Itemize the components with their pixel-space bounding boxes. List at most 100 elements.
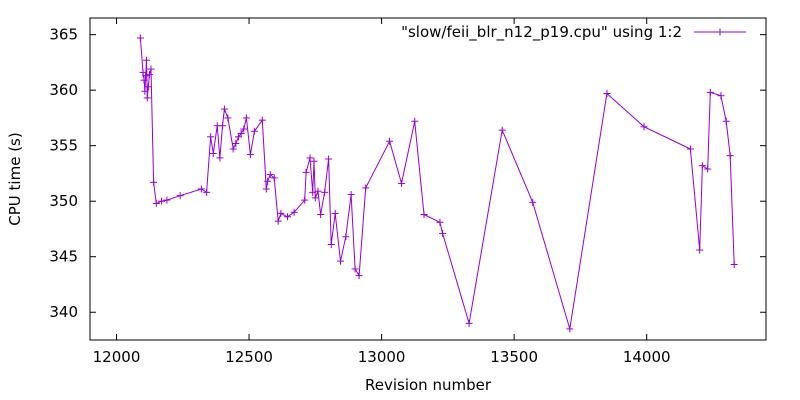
- data-point-marker: [327, 241, 335, 249]
- axis-ticks: [90, 18, 766, 340]
- data-point-marker: [176, 192, 184, 200]
- data-point-marker: [342, 233, 350, 241]
- data-point-marker: [240, 125, 248, 133]
- data-point-marker: [321, 188, 329, 196]
- data-point-marker: [603, 90, 611, 98]
- data-point-marker: [306, 154, 314, 162]
- data-point-marker: [150, 178, 158, 186]
- data-point-marker: [722, 117, 730, 125]
- data-point-marker: [207, 133, 215, 141]
- data-point-marker: [411, 117, 419, 125]
- data-point-marker: [290, 208, 298, 216]
- data-point-marker: [302, 168, 310, 176]
- x-axis-title: Revision number: [365, 376, 492, 394]
- data-point-marker: [283, 213, 291, 221]
- data-point-marker: [498, 126, 506, 134]
- data-point-marker: [136, 34, 144, 42]
- data-point-marker: [266, 171, 274, 179]
- data-point-marker: [436, 218, 444, 226]
- data-point-marker: [640, 123, 648, 131]
- data-point-marker: [229, 145, 237, 153]
- series-markers: [136, 34, 738, 333]
- y-tick-label: 355: [49, 137, 78, 155]
- x-tick-label: 12000: [93, 348, 141, 366]
- data-point-marker: [237, 129, 245, 137]
- y-axis-title: CPU time (s): [6, 132, 24, 225]
- y-tick-label: 350: [49, 192, 78, 210]
- y-tick-label: 340: [49, 303, 78, 321]
- data-point-marker: [730, 260, 738, 268]
- data-point-marker: [242, 114, 250, 122]
- data-point-marker: [141, 87, 149, 95]
- legend: "slow/feii_blr_n12_p19.cpu" using 1:2: [401, 23, 746, 42]
- data-point-marker: [216, 154, 224, 162]
- data-point-marker: [347, 191, 355, 199]
- data-point-marker: [262, 185, 270, 193]
- data-point-marker: [314, 187, 322, 195]
- data-point-marker: [704, 165, 712, 173]
- data-point-marker: [325, 155, 333, 163]
- data-point-marker: [726, 152, 734, 160]
- legend-marker: [716, 28, 724, 36]
- legend-label: "slow/feii_blr_n12_p19.cpu" using 1:2: [401, 23, 682, 42]
- data-point-marker: [144, 83, 152, 91]
- data-point-marker: [142, 72, 150, 80]
- data-point-marker: [696, 246, 704, 254]
- data-point-marker: [310, 157, 318, 165]
- data-point-marker: [250, 127, 258, 135]
- data-point-marker: [145, 71, 153, 79]
- data-point-marker: [277, 209, 285, 217]
- data-point-marker: [309, 188, 317, 196]
- data-point-marker: [686, 145, 694, 153]
- data-point-marker: [386, 137, 394, 145]
- data-point-marker: [158, 197, 166, 205]
- data-point-marker: [224, 114, 232, 122]
- data-point-marker: [152, 199, 160, 207]
- data-point-marker: [355, 272, 363, 280]
- data-point-marker: [362, 184, 370, 192]
- data-point-marker: [317, 211, 325, 219]
- data-point-marker: [203, 188, 211, 196]
- data-point-marker: [351, 265, 359, 273]
- data-point-marker: [264, 177, 272, 185]
- data-point-marker: [397, 179, 405, 187]
- x-tick-label: 12500: [225, 348, 273, 366]
- x-tick-label: 13000: [358, 348, 406, 366]
- data-point-marker: [246, 151, 254, 159]
- data-point-marker: [232, 139, 240, 147]
- plot-frame: [89, 17, 767, 341]
- data-point-marker: [311, 194, 319, 202]
- data-point-marker: [465, 319, 473, 327]
- data-point-marker: [566, 325, 574, 333]
- data-point-marker: [439, 229, 447, 237]
- axis-tick-labels: 12000 12500 13000 13500 14000 340 345 350 355 360…: [49, 26, 670, 366]
- y-tick-label: 365: [49, 26, 78, 44]
- data-point-marker: [331, 209, 339, 217]
- data-point-marker: [220, 105, 228, 113]
- data-point-marker: [420, 211, 428, 219]
- data-point-marker: [142, 56, 150, 64]
- data-point-marker: [147, 65, 155, 73]
- data-point-marker: [258, 116, 266, 124]
- data-point-marker: [140, 76, 148, 84]
- data-point-marker: [219, 122, 227, 130]
- y-tick-label: 345: [49, 248, 78, 266]
- data-point-marker: [301, 196, 309, 204]
- x-tick-label: 14000: [623, 348, 671, 366]
- legend-plus-marker: [716, 28, 724, 36]
- data-point-marker: [337, 257, 345, 265]
- y-tick-label: 360: [49, 81, 78, 99]
- data-point-marker: [717, 92, 725, 100]
- data-point-marker: [274, 217, 282, 225]
- data-point-marker: [163, 196, 171, 204]
- data-point-marker: [197, 185, 205, 193]
- data-point-marker: [698, 162, 706, 170]
- data-point-marker: [270, 174, 278, 182]
- x-tick-label: 13500: [490, 348, 538, 366]
- series-line: [139, 37, 735, 330]
- data-point-marker: [529, 198, 537, 206]
- data-point-marker: [209, 149, 217, 157]
- data-point-marker: [706, 88, 714, 96]
- data-point-marker: [143, 94, 151, 102]
